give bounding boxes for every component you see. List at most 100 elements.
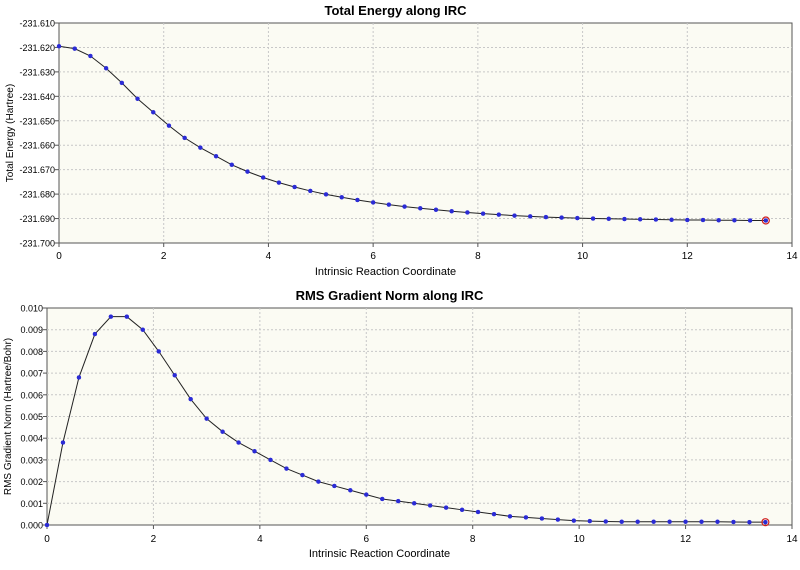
data-point [635, 519, 640, 524]
data-point [88, 53, 93, 59]
data-point [731, 519, 736, 525]
data-point [204, 416, 209, 421]
data-point [669, 217, 674, 223]
data-point [512, 213, 517, 218]
y-tick-label: 0.005 [20, 412, 43, 422]
data-point [559, 215, 564, 220]
x-tick-label: 10 [574, 534, 586, 545]
x-tick-label: 12 [682, 251, 694, 262]
data-point [260, 175, 266, 180]
data-point [92, 331, 98, 337]
x-tick-label: 14 [786, 534, 798, 545]
x-tick-label: 10 [577, 251, 589, 262]
data-point [411, 501, 417, 506]
data-point [575, 215, 580, 221]
data-point [700, 217, 706, 223]
y-tick-label: -231.610 [19, 19, 55, 29]
current-point-marker [761, 518, 770, 527]
y-tick-label: -231.650 [19, 116, 55, 126]
data-point [716, 218, 721, 223]
x-tick-label: 2 [161, 251, 167, 262]
y-axis-label: RMS Gradient Norm (Hartree/Bohr) [3, 338, 14, 495]
data-point [465, 210, 470, 215]
data-point [166, 123, 172, 128]
data-point [475, 509, 481, 515]
y-tick-label: 0.009 [20, 325, 43, 335]
x-axis-label: Intrinsic Reaction Coordinate [315, 266, 456, 278]
data-point [587, 518, 593, 524]
y-tick-label: 0.007 [20, 369, 43, 379]
data-point [402, 204, 407, 209]
data-point [418, 206, 423, 211]
data-point [76, 375, 82, 380]
data-point [229, 162, 235, 168]
chart-2: RMS Gradient Norm along IRC 0 2 4 6 8 10 12 14 0.… [3, 288, 798, 560]
chart-title: RMS Gradient Norm along IRC [296, 288, 484, 303]
data-point [732, 218, 737, 223]
data-point [491, 511, 497, 517]
data-point [747, 519, 752, 525]
data-point [603, 519, 608, 524]
data-point [140, 327, 146, 332]
y-tick-label: 0.001 [20, 499, 43, 509]
data-point [386, 202, 392, 207]
data-point [156, 349, 161, 354]
data-point [355, 197, 360, 203]
data-point [380, 496, 385, 502]
data-point [427, 503, 433, 508]
data-point [539, 516, 545, 521]
data-point [685, 217, 690, 223]
data-point [252, 448, 257, 454]
data-point [496, 212, 502, 217]
data-point [699, 519, 704, 524]
y-tick-label: 0.000 [20, 521, 43, 531]
x-tick-label: 2 [151, 534, 157, 545]
x-tick-label: 8 [470, 534, 476, 545]
y-tick-label: 0.006 [20, 390, 43, 400]
y-tick-label: -231.700 [19, 239, 55, 249]
data-point [653, 217, 659, 222]
data-point [459, 507, 465, 513]
y-tick-label: -231.670 [19, 165, 55, 175]
data-point [747, 218, 753, 223]
data-point [245, 169, 250, 174]
x-tick-label: 6 [370, 251, 376, 262]
y-tick-label: 0.004 [20, 434, 43, 444]
data-point [523, 515, 529, 520]
chart-1: Total Energy along IRC 0 2 4 6 8 10 12 14 -231.61… [5, 3, 798, 278]
y-tick-label: 0.002 [20, 477, 43, 487]
y-tick-label: -231.690 [19, 214, 55, 224]
data-point [276, 180, 282, 185]
x-tick-label: 14 [786, 251, 798, 262]
data-point [220, 429, 225, 434]
data-point [622, 216, 627, 222]
data-point [198, 145, 203, 150]
data-point [507, 514, 513, 519]
data-point [683, 519, 688, 524]
data-point [606, 216, 611, 222]
x-tick-label: 4 [266, 251, 272, 262]
data-point [44, 522, 50, 528]
data-point [667, 519, 672, 524]
series-line [58, 45, 766, 222]
y-tick-label: -231.680 [19, 190, 55, 200]
data-point [571, 518, 577, 523]
data-point [619, 519, 624, 524]
data-point [763, 519, 768, 525]
chart-title: Total Energy along IRC [324, 3, 467, 18]
data-point [555, 517, 561, 522]
data-point [543, 214, 549, 220]
data-point [119, 80, 125, 86]
data-point [284, 466, 289, 471]
y-tick-label: 0.010 [20, 304, 43, 314]
x-tick-label: 4 [257, 534, 263, 545]
plot-area [58, 22, 793, 244]
y-axis-label: Total Energy (Hartree) [5, 84, 16, 182]
data-point [308, 188, 313, 194]
data-point [364, 492, 369, 497]
data-point [590, 216, 596, 221]
data-point [292, 184, 297, 190]
data-point [213, 153, 219, 159]
data-point [150, 109, 156, 115]
